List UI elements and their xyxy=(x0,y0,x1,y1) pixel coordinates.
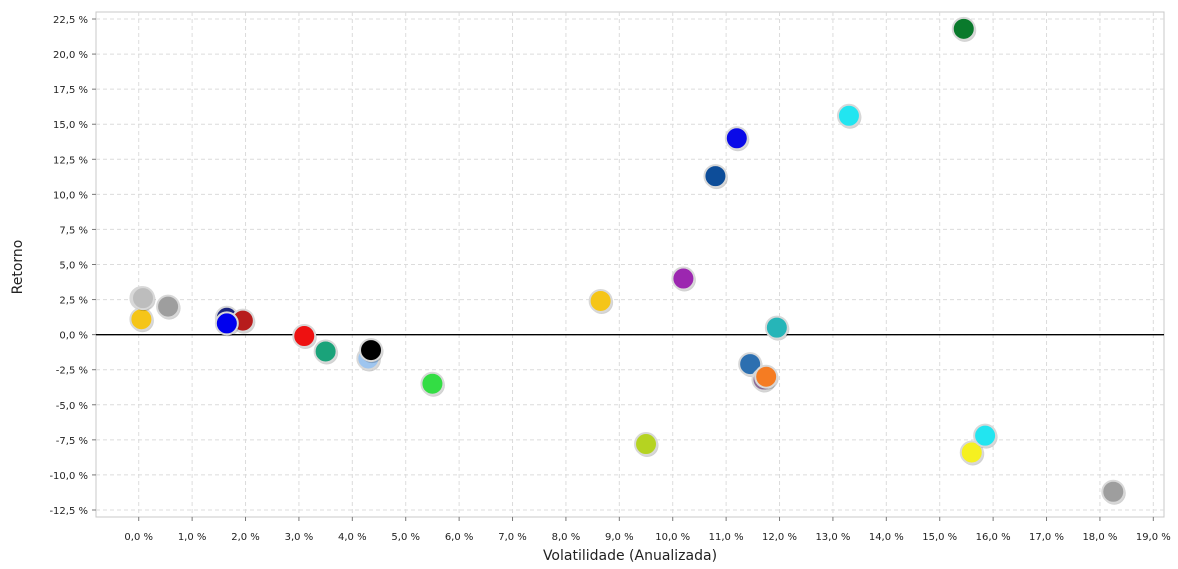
x-tick-label: 4,0 % xyxy=(338,532,367,543)
y-tick-label: 20,0 % xyxy=(53,50,88,61)
y-tick-label: 12,5 % xyxy=(53,155,88,166)
y-tick-label: 17,5 % xyxy=(53,85,88,96)
y-tick-label: -2,5 % xyxy=(56,366,88,377)
grid-lines xyxy=(96,12,1164,517)
data-point xyxy=(959,440,984,465)
data-point xyxy=(129,307,154,332)
data-point xyxy=(703,164,728,189)
data-point xyxy=(313,339,338,364)
x-tick-label: 6,0 % xyxy=(445,532,474,543)
data-point xyxy=(738,352,763,377)
x-tick-label: 10,0 % xyxy=(655,532,690,543)
data-point xyxy=(764,315,789,340)
y-tick-label: -12,5 % xyxy=(49,506,88,517)
y-tick-label: 22,5 % xyxy=(53,15,88,26)
data-point xyxy=(754,364,779,389)
y-axis-title: Retorno xyxy=(10,240,26,295)
data-point xyxy=(671,266,696,291)
x-tick-label: 15,0 % xyxy=(922,532,957,543)
data-point xyxy=(214,311,239,336)
y-tick-label: 10,0 % xyxy=(53,190,88,201)
y-tick-label: 0,0 % xyxy=(59,331,88,342)
y-tick-label: 5,0 % xyxy=(59,261,88,272)
x-tick-label: 13,0 % xyxy=(815,532,850,543)
x-tick-label: 14,0 % xyxy=(869,532,904,543)
x-axis-ticks: 0,0 % 1,0 % 2,0 % 3,0 % 4,0 % 5,0 % 6,0 % 7,0 %… xyxy=(124,517,1171,543)
y-axis-ticks: 22,5 % 20,0 % 17,5 % 15,0 % 12,5 % 10,0 % 7,5 … xyxy=(49,15,96,517)
x-tick-label: 5,0 % xyxy=(391,532,420,543)
x-tick-label: 12,0 % xyxy=(762,532,797,543)
data-point xyxy=(951,16,976,41)
data-point xyxy=(420,371,445,396)
y-tick-label: -7,5 % xyxy=(56,436,88,447)
x-tick-label: 8,0 % xyxy=(552,532,581,543)
x-tick-label: 0,0 % xyxy=(124,532,153,543)
y-tick-label: 7,5 % xyxy=(59,225,88,236)
x-axis-title: Volatilidade (Anualizada) xyxy=(543,548,717,564)
y-tick-label: 15,0 % xyxy=(53,120,88,131)
data-point xyxy=(359,338,384,363)
data-point xyxy=(634,432,659,457)
x-tick-label: 17,0 % xyxy=(1029,532,1064,543)
y-tick-label: 2,5 % xyxy=(59,296,88,307)
y-tick-label: -5,0 % xyxy=(56,401,88,412)
data-point xyxy=(130,286,155,311)
data-points xyxy=(129,16,1126,505)
data-point xyxy=(588,288,613,313)
x-tick-label: 1,0 % xyxy=(178,532,207,543)
x-tick-label: 7,0 % xyxy=(498,532,527,543)
data-point xyxy=(156,294,181,319)
data-point xyxy=(973,423,998,448)
x-tick-label: 18,0 % xyxy=(1082,532,1117,543)
data-point xyxy=(292,324,317,349)
x-tick-label: 9,0 % xyxy=(605,532,634,543)
x-tick-label: 19,0 % xyxy=(1136,532,1171,543)
y-tick-label: -10,0 % xyxy=(49,471,88,482)
x-tick-label: 16,0 % xyxy=(976,532,1011,543)
data-point xyxy=(724,126,749,151)
x-tick-label: 11,0 % xyxy=(709,532,744,543)
data-point xyxy=(1101,479,1126,504)
x-tick-label: 3,0 % xyxy=(285,532,314,543)
data-point xyxy=(836,103,861,128)
x-tick-label: 2,0 % xyxy=(231,532,260,543)
